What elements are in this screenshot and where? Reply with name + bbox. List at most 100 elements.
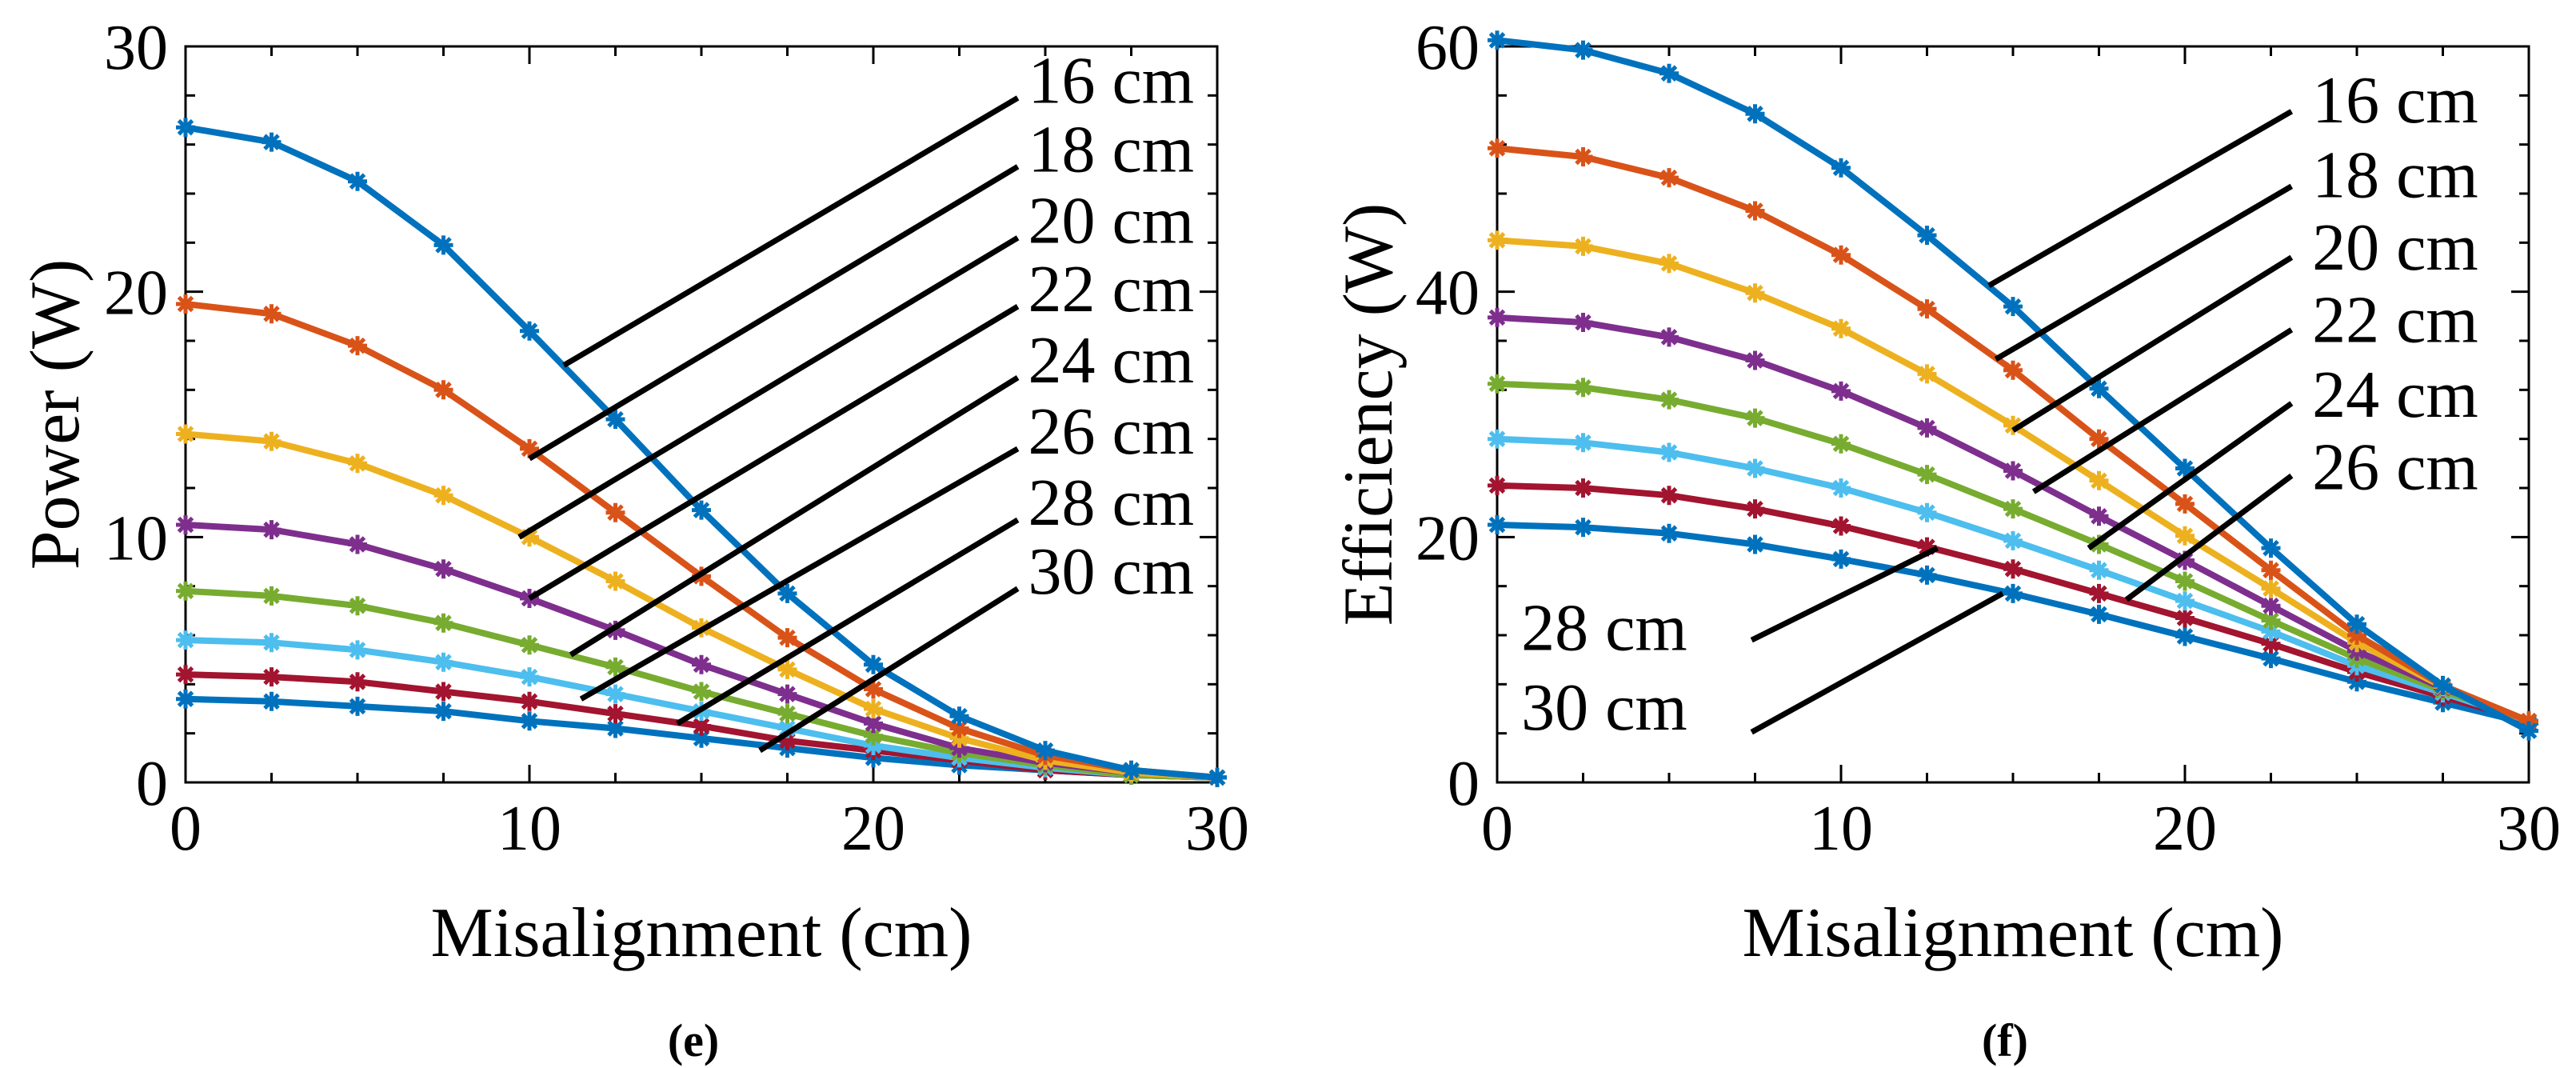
- chart-1-data-point: [2261, 610, 2281, 630]
- chart-1-data-point: [1917, 364, 1937, 384]
- chart-1-data-point: [2261, 560, 2281, 580]
- chart-1-data-point: [1573, 433, 1593, 453]
- chart-1-data-point: [2175, 550, 2195, 570]
- chart-1-x-tick-label: 20: [2153, 794, 2217, 864]
- chart-0-data-point: [777, 684, 797, 704]
- chart-0-data-point: [520, 527, 539, 547]
- chart-0-annotation-label: 16 cm: [1028, 44, 1195, 118]
- chart-0-data-point: [692, 728, 711, 748]
- chart-1-data-point: [1745, 458, 1765, 478]
- chart-0-data-point: [949, 718, 969, 738]
- chart-1-data-point: [1831, 318, 1851, 338]
- chart-1-panel-caption: (f): [1982, 1014, 2028, 1066]
- chart-0-data-point: [433, 380, 453, 400]
- chart-1-data-point: [2519, 721, 2538, 741]
- chart-1-data-point: [2347, 672, 2366, 692]
- chart-0-data-point: [520, 438, 539, 458]
- chart-0-data-point: [949, 728, 969, 748]
- chart-1-data-point: [1488, 230, 1507, 250]
- chart-1-data-point: [1745, 499, 1765, 519]
- chart-0-data-point: [176, 118, 195, 138]
- chart-1-data-point: [2175, 571, 2195, 591]
- chart-1-data-point: [2089, 560, 2109, 580]
- chart-0-data-point: [777, 730, 797, 750]
- chart-0-data-point: [605, 657, 625, 677]
- chart-1-data-point: [1745, 534, 1765, 554]
- chart-1-data-point: [1917, 226, 1937, 246]
- chart-0-annotation-label: 26 cm: [1028, 394, 1195, 469]
- chart-0-y-tick-label: 0: [136, 749, 168, 819]
- chart-0-data-point: [520, 321, 539, 341]
- chart-1-data-point: [2003, 583, 2023, 603]
- chart-1-annotation-label: 18 cm: [2312, 138, 2478, 213]
- chart-0-annotation-leader: [758, 586, 1020, 754]
- chart-1-data-point: [2433, 675, 2453, 695]
- chart-1-data-point: [1745, 283, 1765, 303]
- chart-1-data-point: [2347, 626, 2366, 645]
- chart-0-annotation-leader: [562, 95, 1020, 368]
- chart-1-data-point: [1659, 486, 1679, 506]
- chart-1-series-30cm: [1488, 515, 2538, 734]
- chart-0-data-point: [262, 431, 282, 451]
- chart-0-data-point: [777, 718, 797, 738]
- chart-1-data-point: [1488, 30, 1507, 50]
- chart-0-annotation-leader: [676, 517, 1020, 726]
- chart-1-y-tick-label: 20: [1416, 503, 1480, 574]
- chart-panel-power: 0 10 20 30 0 10 20 30 Misalignment (cm) Power (W)…: [17, 13, 1249, 1066]
- chart-0-x-tick-label: 10: [497, 794, 561, 864]
- chart-panel-efficiency: 0 10 20 30 0 20 40 60 Misalignment (cm) Efficienc…: [1330, 13, 2561, 1066]
- chart-0-data-point: [520, 635, 539, 655]
- chart-0-data-point: [176, 424, 195, 444]
- chart-0-data-point: [262, 132, 282, 152]
- chart-1-data-point: [1831, 516, 1851, 536]
- chart-0-annotation-label: 20 cm: [1028, 183, 1195, 258]
- chart-0-data-point: [777, 628, 797, 648]
- chart-1-data-point: [1831, 245, 1851, 265]
- chart-1-annotation-label: 22 cm: [2312, 283, 2478, 358]
- chart-0-data-point: [433, 682, 453, 702]
- chart-1-data-point: [1659, 390, 1679, 410]
- chart-1-annotation-label: 16 cm: [2312, 63, 2478, 138]
- chart-1-data-point: [1573, 40, 1593, 60]
- chart-1-data-point: [1659, 442, 1679, 462]
- chart-1-data-point: [1917, 565, 1937, 585]
- chart-0-x-tick-label: 30: [1185, 794, 1249, 864]
- chart-1-data-point: [1573, 147, 1593, 166]
- chart-0-data-point: [777, 583, 797, 603]
- chart-0-annotation-label: 22 cm: [1028, 252, 1195, 326]
- chart-1-annotation-leader: [1987, 109, 2294, 289]
- chart-1-y-tick-label: 60: [1416, 13, 1480, 83]
- chart-1-data-point: [1745, 201, 1765, 221]
- chart-1-data-point: [2175, 526, 2195, 546]
- chart-1-data-point: [1488, 374, 1507, 394]
- chart-1-data-point: [2175, 591, 2195, 611]
- chart-1-annotation-label: 28 cm: [1521, 590, 1687, 665]
- chart-0-data-point: [605, 704, 625, 724]
- chart-0-data-point: [520, 711, 539, 731]
- chart-1-data-point: [2089, 506, 2109, 526]
- chart-1-data-point: [2261, 622, 2281, 642]
- chart-0-data-point: [433, 702, 453, 722]
- chart-0-data-point: [1121, 760, 1141, 780]
- chart-1-data-point: [1488, 429, 1507, 449]
- chart-0-data-point: [520, 667, 539, 687]
- chart-0-data-point: [262, 520, 282, 540]
- chart-0-y-tick-label: 10: [104, 503, 168, 574]
- chart-0-annotation-leader: [517, 235, 1020, 540]
- chart-1-data-point: [2003, 360, 2023, 380]
- chart-0-data-point: [262, 633, 282, 653]
- chart-1-annotation-leader: [2087, 401, 2294, 550]
- chart-0-annotation-label: 24 cm: [1028, 323, 1195, 398]
- chart-0-data-point: [864, 714, 883, 734]
- chart-1-annotation-leader: [1750, 545, 1939, 643]
- chart-0-data-point: [262, 691, 282, 711]
- chart-1-data-point: [1659, 327, 1679, 347]
- chart-0-data-point: [864, 736, 883, 755]
- chart-1-data-point: [2003, 461, 2023, 481]
- chart-1-data-point: [2003, 559, 2023, 579]
- chart-0-data-point: [692, 716, 711, 736]
- chart-0-data-point: [864, 726, 883, 746]
- chart-1-data-point: [2089, 604, 2109, 624]
- chart-1-annotation-leader: [2031, 327, 2294, 494]
